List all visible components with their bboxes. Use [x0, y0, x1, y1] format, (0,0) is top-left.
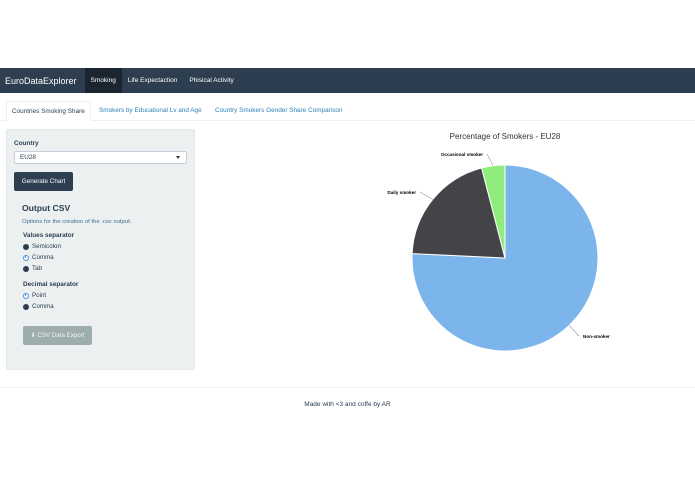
chevron-down-icon: [176, 156, 180, 159]
radio-dot-icon: [23, 265, 29, 272]
country-label: Country: [14, 140, 39, 147]
radio-comma-decimal[interactable]: Comma: [23, 303, 54, 310]
pie-label: Daily smoker: [387, 190, 416, 195]
radio-label: Comma: [32, 303, 54, 310]
radio-tab[interactable]: Tab: [23, 265, 42, 272]
radio-label: Point: [32, 292, 47, 299]
radio-label: Tab: [32, 265, 42, 272]
sidebar-panel: Country EU28 Generate Chart Output CSV O…: [6, 129, 195, 370]
csv-export-label: CSV Data Export: [37, 332, 85, 339]
radio-dot-icon: [23, 303, 29, 310]
app-brand[interactable]: EuroDataExplorer: [5, 75, 77, 86]
country-select[interactable]: EU28: [14, 151, 187, 164]
values-separator-label: Values separator: [23, 232, 75, 239]
pie-label: Non-smoker: [583, 334, 610, 339]
pie-connector-line: [568, 325, 580, 337]
tab-bar: Countries Smoking Share Smokers by Educa…: [0, 101, 695, 121]
tab-countries-smoking-share[interactable]: Countries Smoking Share: [6, 101, 91, 121]
radio-label: Comma: [32, 254, 54, 261]
generate-chart-button[interactable]: Generate Chart: [14, 172, 73, 191]
pie-slice-daily-smoker[interactable]: [411, 167, 506, 259]
radio-selected-icon: [23, 292, 29, 299]
nav-physical-activity[interactable]: Phisical Activity: [189, 77, 234, 84]
pie-label: Occasional smoker: [441, 152, 483, 157]
radio-comma-values[interactable]: Comma: [23, 254, 54, 261]
nav-life-expectancy[interactable]: Life Expectaction: [127, 77, 178, 84]
radio-dot-icon: [23, 243, 29, 250]
tab-gender-share-comparison[interactable]: Country Smokers Gender Share Comparison: [215, 107, 343, 114]
navbar: EuroDataExplorer Smoking Life Expectacti…: [0, 68, 695, 93]
nav-smoking[interactable]: Smoking: [84, 68, 122, 93]
pie-slice-occasional-smoker[interactable]: [481, 164, 506, 259]
download-icon: ⬇: [30, 332, 36, 339]
footer-divider: [0, 387, 695, 388]
radio-selected-icon: [23, 254, 29, 261]
pie-connector-line: [486, 153, 494, 166]
footer-text: Made with <3 and coffe by AR: [304, 401, 391, 408]
output-csv-heading: Output CSV: [22, 203, 71, 213]
pie-connector-line: [419, 191, 433, 200]
decimal-separator-label: Decimal separator: [23, 281, 79, 288]
tab-smokers-by-education-age[interactable]: Smokers by Educational Lv and Age: [99, 107, 202, 114]
radio-point[interactable]: Point: [23, 292, 46, 299]
csv-export-button[interactable]: ⬇ CSV Data Export: [23, 326, 92, 345]
country-select-value: EU28: [20, 154, 36, 161]
chart-title: Percentage of Smokers - EU28: [450, 132, 561, 141]
radio-semicolon[interactable]: Semicolon: [23, 243, 61, 250]
output-csv-help: Options for the creation of the .csv out…: [22, 219, 132, 225]
radio-label: Semicolon: [32, 243, 61, 250]
